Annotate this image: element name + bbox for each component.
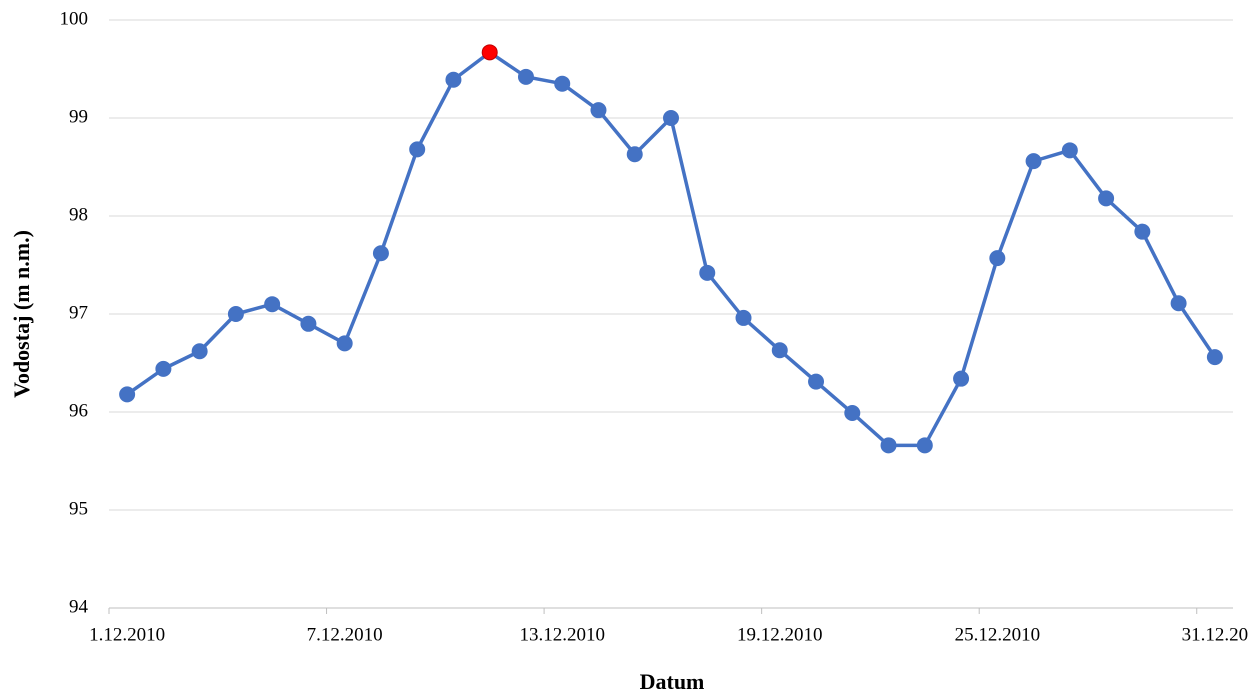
point [445, 71, 462, 88]
point [916, 437, 933, 454]
point [227, 306, 244, 322]
point [1061, 142, 1078, 159]
x-tick-label: 19.12.2010 [737, 624, 823, 645]
point [372, 245, 389, 262]
point [590, 102, 607, 119]
point [844, 404, 861, 421]
point [808, 373, 825, 390]
x-axis-label: Datum [640, 669, 705, 694]
point [517, 68, 534, 85]
x-tick-label: 1.12.2010 [89, 624, 165, 645]
x-tick-label: 7.12.2010 [307, 624, 383, 645]
y-tick-label: 96 [69, 400, 88, 421]
point [191, 343, 208, 360]
point [771, 342, 788, 359]
point [264, 296, 281, 313]
point [1098, 190, 1115, 207]
point [336, 335, 353, 352]
x-tick-label: 25.12.2010 [955, 624, 1041, 645]
y-tick-label: 95 [69, 498, 88, 519]
point [119, 386, 136, 403]
point [300, 315, 317, 332]
point [699, 264, 716, 281]
point [1025, 153, 1042, 170]
point [409, 141, 426, 158]
point [481, 44, 498, 61]
y-tick-label: 99 [69, 106, 88, 127]
x-tick-label: 31.12.20 [1182, 624, 1248, 645]
point [880, 437, 897, 454]
point [1170, 295, 1187, 312]
point [155, 360, 172, 377]
y-tick-label: 98 [69, 204, 88, 225]
point [735, 309, 752, 326]
x-tick-label: 13.12.2010 [519, 624, 605, 645]
point [1206, 349, 1223, 366]
point [626, 146, 643, 163]
point [663, 110, 679, 126]
point [1134, 223, 1151, 240]
point [554, 75, 571, 92]
point [989, 250, 1006, 267]
y-axis-label: Vodostaj (m n.m.) [9, 230, 34, 398]
point [953, 370, 970, 387]
y-tick-label: 100 [60, 8, 89, 29]
y-tick-label: 97 [69, 302, 88, 323]
y-tick-label: 94 [69, 596, 89, 617]
